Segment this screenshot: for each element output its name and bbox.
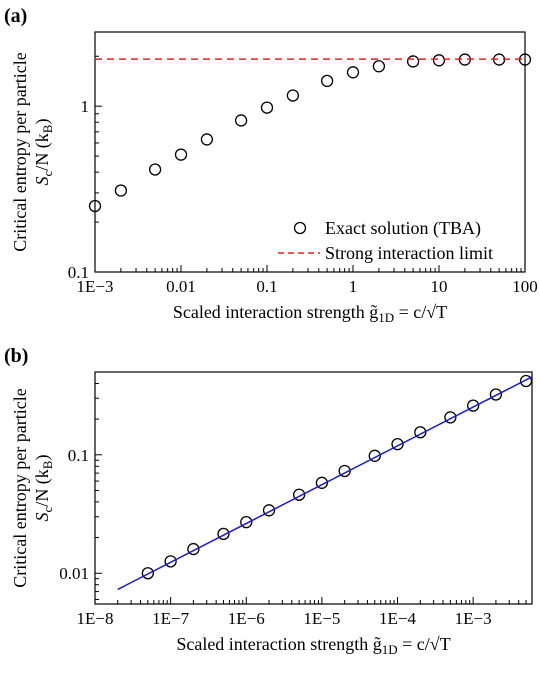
panel-a-data-point [432,54,446,67]
legend-label-exact: Exact solution (TBA) [325,218,481,239]
panel-a-data-point [320,74,334,88]
panel-b-data-point [414,426,427,439]
panel-b-label: (b) [4,345,28,367]
panel-b-x-tick-label: 1E−6 [228,609,265,628]
panel-a-x-axis-label: Scaled interaction strength g̃1D = c/√T [173,302,447,325]
panel-a-y-axis-label: Critical entropy per particle [10,52,30,251]
panel-b: (b) 1E−8 1E−7 1E−6 1E−5 1E−4 1E−3 0.01 0.1 Sca… [4,345,533,657]
panel-a-x-tick-label: 0.01 [166,277,196,296]
panel-a-data-point [114,184,128,197]
legend-label-strong-limit: Strong interaction limit [325,243,493,263]
panel-a-x-tick-label: 100 [512,277,538,296]
panel-a-x-tick-label: 1 [349,277,358,296]
panel-a-data-point [234,114,248,127]
panel-b-x-tick-label: 1E−5 [303,609,340,628]
panel-b-data-point [315,476,329,489]
panel-a-y-axis-unit: Sc/N (kB) [32,119,55,186]
panel-a-x-tick-label: 1E−3 [77,277,114,296]
panel-b-data-point [262,504,276,517]
panel-b-data-point [391,437,404,451]
panel-a-data-point [286,89,300,102]
panel-b-data-point [292,488,306,501]
panel-a-x-tick-label: 0.1 [256,277,277,296]
panel-a-data-point [346,66,360,79]
panel-a-data-point [174,148,188,161]
panel-a-data-point [372,60,386,73]
panel-b-y-axis-label: Critical entropy per particle [10,388,30,587]
panel-a-data-point [88,199,102,213]
panel-b-data-point [444,411,457,424]
panel-a: (a) 1E−3 0.01 0.1 1 10 100 0.1 1 Scaled intera… [4,5,538,325]
panel-b-data-point [519,374,533,388]
panel-a-data-point [148,163,162,176]
panel-a-data-point [260,101,274,114]
panel-b-data-point [217,527,230,541]
panel-a-legend: Exact solution (TBA) Strong interaction … [278,218,493,263]
panel-b-data-point [240,515,253,529]
panel-b-data-point [187,542,200,556]
panel-b-series-1-line [117,376,533,591]
panel-a-x-tick-label: 10 [431,277,448,296]
panel-b-y-tick-label: 0.01 [59,564,89,583]
panel-b-x-tick-label: 1E−8 [77,609,114,628]
panel-b-x-tick-label: 1E−4 [379,609,416,628]
legend-marker-exact [293,221,307,235]
panel-b-data-point [141,567,155,580]
panel-a-plot-area [94,31,526,273]
panel-b-data-point [466,399,480,412]
panel-a-label: (a) [4,5,27,27]
panel-b-x-axis-label: Scaled interaction strength g̃1D = c/√T [176,634,450,657]
panel-b-x-tick-label: 1E−3 [455,609,492,628]
panel-a-data-point [200,133,214,146]
panel-a-y-tick-label: 0.1 [68,263,89,282]
panel-b-y-tick-label: 0.1 [68,446,89,465]
panel-b-data-point [489,388,503,401]
panel-b-x-tick-label: 1E−7 [152,609,189,628]
panel-a-y-tick-label: 1 [81,97,90,116]
panel-b-data-point [164,555,177,568]
panel-b-y-axis-unit: Sc/N (kB) [32,455,55,522]
panel-b-plot-area [94,371,533,605]
panel-a-data-point [406,55,420,68]
panel-b-data-point [368,449,381,462]
